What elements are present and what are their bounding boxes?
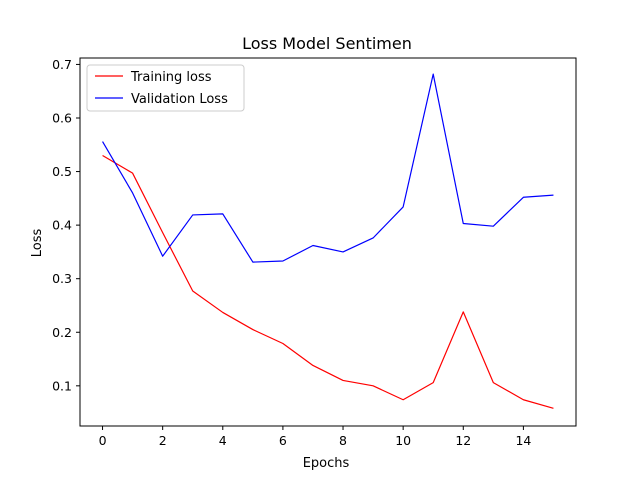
plot-area-frame [79,57,577,427]
x-tick-label: 8 [339,433,347,448]
y-tick-label: 0.1 [52,378,72,393]
plot-lines [102,73,554,409]
y-tick-label: 0.3 [52,271,72,286]
legend-label-training-loss: Training loss [130,70,212,85]
y-tick-label: 0.2 [52,325,72,340]
legend: Training loss Validation Loss [86,64,245,112]
x-tick-label: 12 [455,433,471,448]
y-tick-label: 0.5 [52,164,72,179]
series-line-training-loss [102,154,554,409]
x-tick-label: 0 [99,433,107,448]
x-tick-label: 14 [515,433,531,448]
series-line-validation-loss [102,73,554,263]
y-axis-ticks: 0.1 0.2 0.3 0.4 0.5 0.6 0.7 [52,57,80,393]
x-tick-label: 2 [159,433,167,448]
legend-label-validation-loss: Validation Loss [131,92,228,107]
legend-box [86,64,245,112]
x-tick-label: 10 [395,433,411,448]
x-tick-label: 4 [219,433,227,448]
x-axis-label: Epochs [303,456,350,471]
y-axis-label: Loss [30,229,45,258]
y-tick-label: 0.4 [52,218,72,233]
y-tick-label: 0.6 [52,110,72,125]
chart-title: Loss Model Sentimen [242,34,412,53]
y-tick-label: 0.7 [52,57,72,72]
x-axis-ticks: 0 2 4 6 8 10 12 14 [99,426,531,448]
x-tick-label: 6 [279,433,287,448]
